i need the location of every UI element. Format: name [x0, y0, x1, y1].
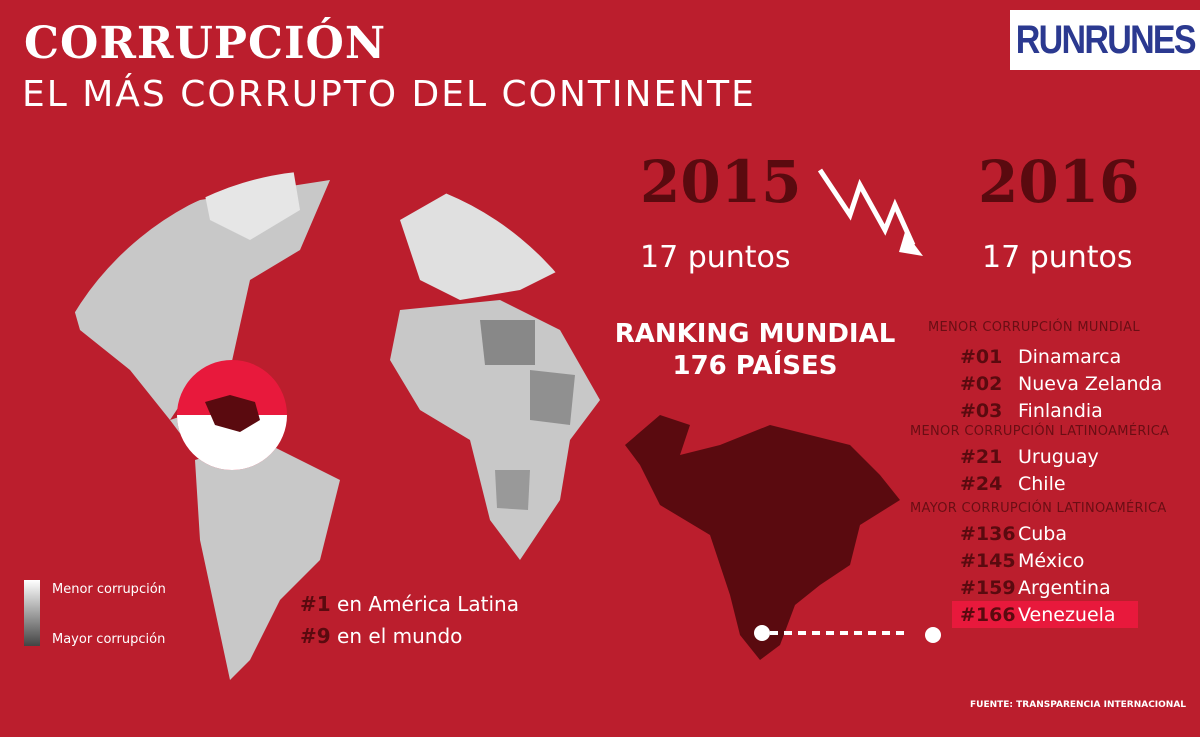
runrunes-logo: RUNRUNES [1010, 10, 1200, 70]
legend-bottom: Mayor corrupción [52, 632, 166, 647]
africa [390, 300, 600, 560]
list-item: #159 Argentina [960, 576, 1111, 599]
list-item: #02 Nueva Zelanda [960, 372, 1163, 395]
subtitle: EL MÁS CORRUPTO DEL CONTINENTE [22, 74, 756, 115]
legend-gradient [24, 580, 40, 646]
venezuela-small [205, 395, 260, 432]
stat-latam: #1 en América Latina [300, 592, 519, 616]
legend-top: Menor corrupción [52, 582, 166, 597]
list-item: #24 Chile [960, 472, 1066, 495]
venezuela-map [625, 415, 910, 660]
year-2016: 2016 [978, 148, 1140, 216]
points-2016: 17 puntos [982, 240, 1133, 275]
list-item: #01 Dinamarca [960, 345, 1122, 368]
stat-world: #9 en el mundo [300, 624, 463, 648]
title: CORRUPCIÓN [24, 18, 387, 69]
year-2015: 2015 [640, 148, 802, 216]
libya [480, 320, 535, 365]
list-heading: MENOR CORRUPCIÓN MUNDIAL [928, 320, 1140, 335]
sudan [530, 370, 575, 425]
marker-dot [925, 627, 941, 643]
points-2015: 17 puntos [640, 240, 791, 275]
list-item-highlighted: #166 Venezuela [952, 601, 1138, 628]
ranking-mundial: RANKING MUNDIAL 176 PAÍSES [614, 319, 896, 381]
source: FUENTE: TRANSPARENCIA INTERNACIONAL [970, 700, 1187, 710]
south-america [195, 440, 340, 680]
list-item: #136 Cuba [960, 522, 1068, 545]
europe [400, 180, 580, 300]
list-item: #145 México [960, 549, 1085, 572]
world-map [60, 170, 600, 680]
angola [495, 470, 530, 510]
list-item: #03 Finlandia [960, 399, 1103, 422]
list-heading: MENOR CORRUPCIÓN LATINOAMÉRICA [910, 424, 1170, 439]
list-item: #21 Uruguay [960, 445, 1099, 468]
ranking-lists: MENOR CORRUPCIÓN MUNDIAL #01 Dinamarca #0… [910, 320, 1180, 628]
list-heading: MAYOR CORRUPCIÓN LATINOAMÉRICA [910, 501, 1167, 516]
zigzag-down-arrow-icon [817, 168, 923, 256]
